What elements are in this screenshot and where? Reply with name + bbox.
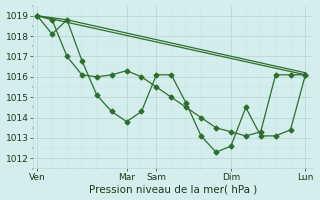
X-axis label: Pression niveau de la mer( hPa ): Pression niveau de la mer( hPa ) — [89, 184, 257, 194]
